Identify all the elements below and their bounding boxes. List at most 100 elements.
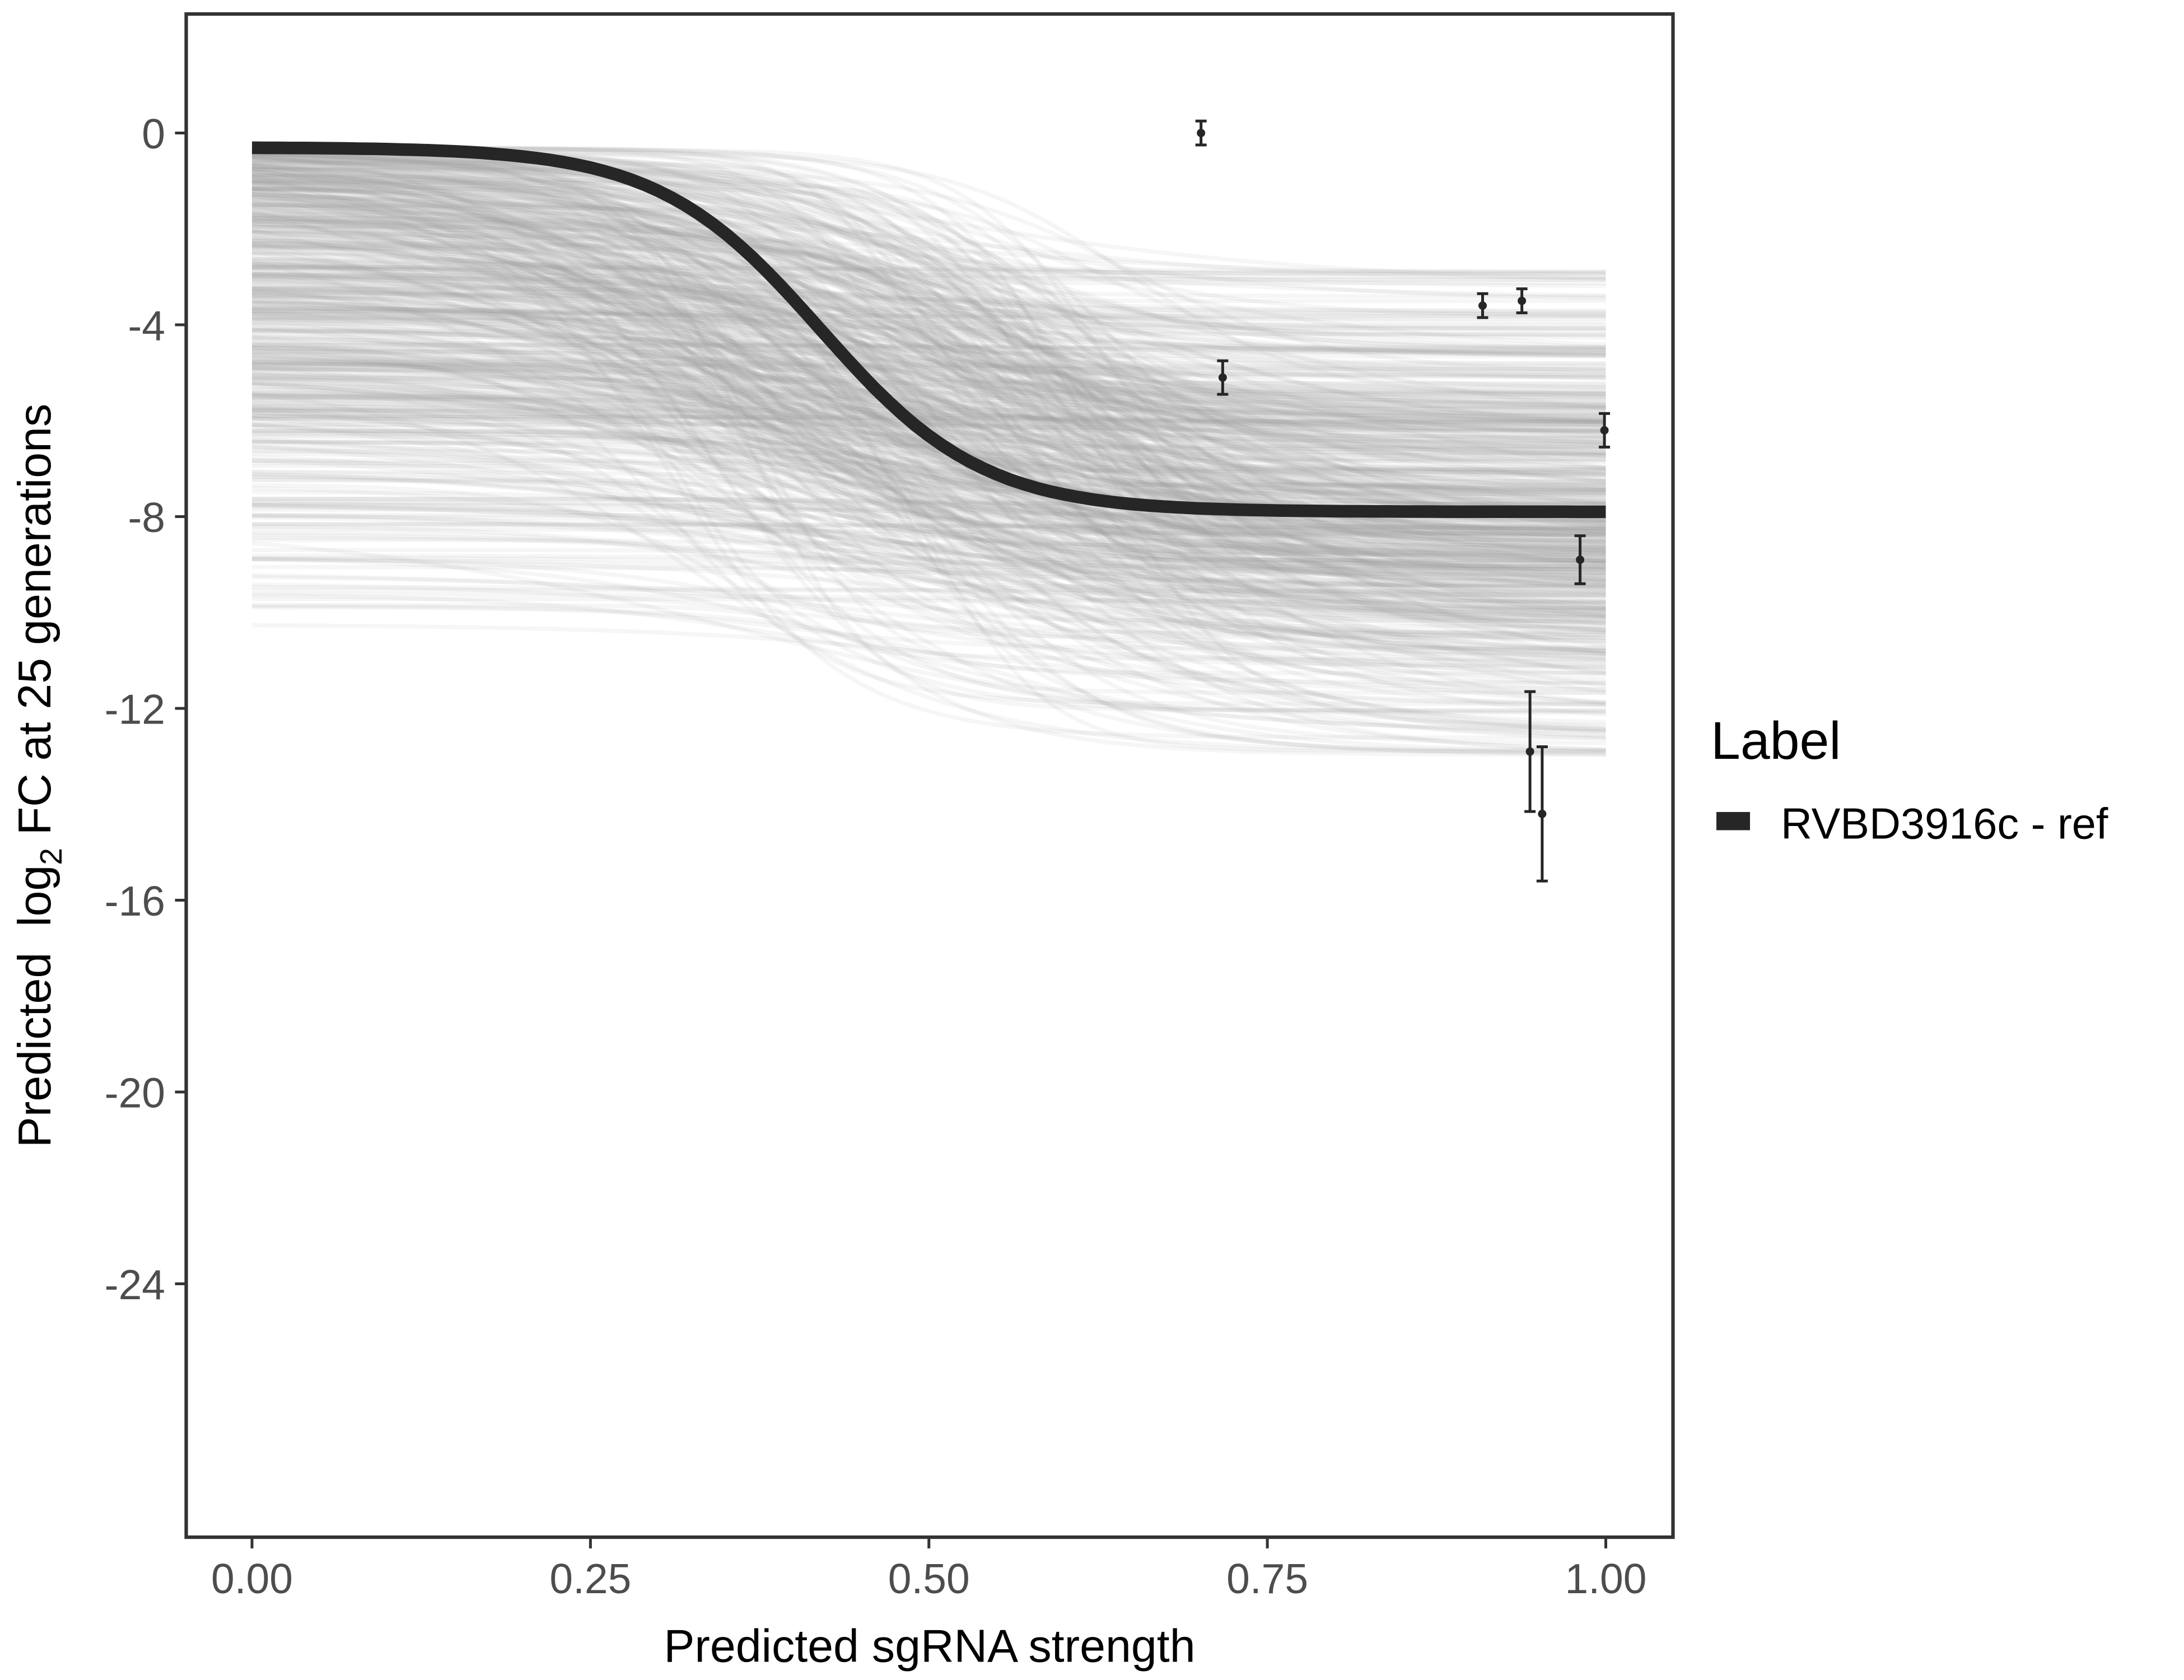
posterior-sample-line [251,188,1606,618]
posterior-sample-line [252,160,1606,655]
data-points [1195,119,1611,883]
posterior-sample-line [252,402,1606,412]
posterior-sample-line [251,328,1606,552]
posterior-sample-line [251,188,1606,353]
posterior-sample-line [252,167,1606,525]
posterior-sample-line [251,292,1606,585]
posterior-sample-line [251,241,1606,581]
posterior-sample-line [251,307,1606,552]
posterior-sample-line [252,603,1606,695]
posterior-sample-line [251,151,1606,646]
posterior-sample-line [251,185,1606,525]
posterior-sample-line [252,385,1606,394]
posterior-sample-line [251,383,1606,636]
posterior-sample-line [251,353,1606,545]
posterior-sample-line [251,276,1606,500]
posterior-sample-line [252,316,1606,400]
posterior-sample-line [251,202,1607,656]
posterior-sample-line [251,413,1606,527]
posterior-sample-line [252,353,1606,433]
posterior-sample-line [251,371,1606,566]
posterior-sample-line [252,451,1606,576]
posterior-sample-line [251,395,1606,461]
posterior-sample-line [251,387,1606,618]
posterior-sample-line [251,204,1606,733]
posterior-sample-line [251,474,1606,670]
posterior-sample-line [252,398,1606,589]
posterior-sample-line [251,195,1606,445]
posterior-sample-line [252,185,1606,349]
posterior-sample-line [251,310,1606,497]
posterior-sample-line [252,449,1606,458]
posterior-sample-line [251,172,1606,632]
posterior-sample-line [251,280,1606,522]
posterior-sample-line [252,349,1606,532]
posterior-sample-line [251,169,1606,520]
posterior-sample-line [251,193,1606,577]
posterior-sample-line [251,241,1606,705]
posterior-sample-line [252,347,1606,424]
posterior-sample-line [251,459,1606,544]
posterior-sample-line [251,409,1606,741]
posterior-sample-line [251,470,1606,621]
posterior-sample-line [251,192,1606,352]
posterior-sample-line [251,272,1606,536]
posterior-sample-line [251,300,1606,524]
posterior-sample-line [251,195,1606,410]
posterior-sample-line [251,202,1606,448]
posterior-sample-line [251,533,1606,617]
posterior-sample-line [251,346,1606,424]
posterior-sample-line [251,162,1606,654]
posterior-sample-line [251,170,1606,408]
posterior-sample-line [252,153,1606,712]
posterior-sample-line [251,235,1606,565]
posterior-sample-line [251,224,1606,504]
posterior-sample-line [252,241,1606,449]
posterior-sample-line [251,193,1606,590]
posterior-sample-line [252,186,1606,511]
posterior-sample-line [252,461,1606,550]
posterior-sample-line [251,239,1606,634]
posterior-sample-line [251,265,1606,626]
posterior-sample-line [251,221,1606,633]
posterior-sample-line [252,342,1606,351]
posterior-sample-line [251,593,1606,686]
posterior-sample-line [251,473,1606,563]
posterior-sample-line [252,319,1606,328]
posterior-sample-line [252,433,1606,455]
posterior-sample-line [251,218,1606,421]
posterior-sample-line [251,156,1606,380]
posterior-sample-line [252,592,1606,605]
posterior-sample-line [251,240,1606,587]
posterior-sample-line [252,213,1606,501]
point-marker [1197,129,1206,137]
point-marker [1538,809,1547,818]
posterior-sample-line [252,313,1606,538]
posterior-sample-line [252,553,1606,562]
posterior-sample-line [251,172,1606,510]
posterior-sample-line [251,166,1606,652]
posterior-sample-line [251,230,1606,297]
x-tick-label: 0.25 [549,1555,631,1602]
posterior-sample-line [251,189,1606,740]
posterior-sample-line [251,352,1606,567]
posterior-sample-line [251,262,1606,455]
posterior-sample-line [252,209,1606,340]
posterior-sample-line [252,161,1606,558]
posterior-sample-line [252,203,1606,414]
posterior-sample-line [252,343,1606,352]
posterior-sample-line [251,410,1606,654]
posterior-sample-line [252,395,1606,404]
posterior-sample-line [252,367,1606,552]
posterior-sample-line [251,422,1606,577]
posterior-sample-line [252,360,1606,402]
posterior-sample-line [251,286,1606,643]
posterior-sample-line [251,557,1606,589]
posterior-sample-line [252,180,1606,497]
posterior-sample-line [252,264,1606,594]
point-marker [1518,296,1527,305]
posterior-sample-line [252,395,1606,496]
posterior-sample-line [251,156,1606,552]
posterior-sample-line [252,175,1606,715]
posterior-sample-line [252,275,1606,316]
